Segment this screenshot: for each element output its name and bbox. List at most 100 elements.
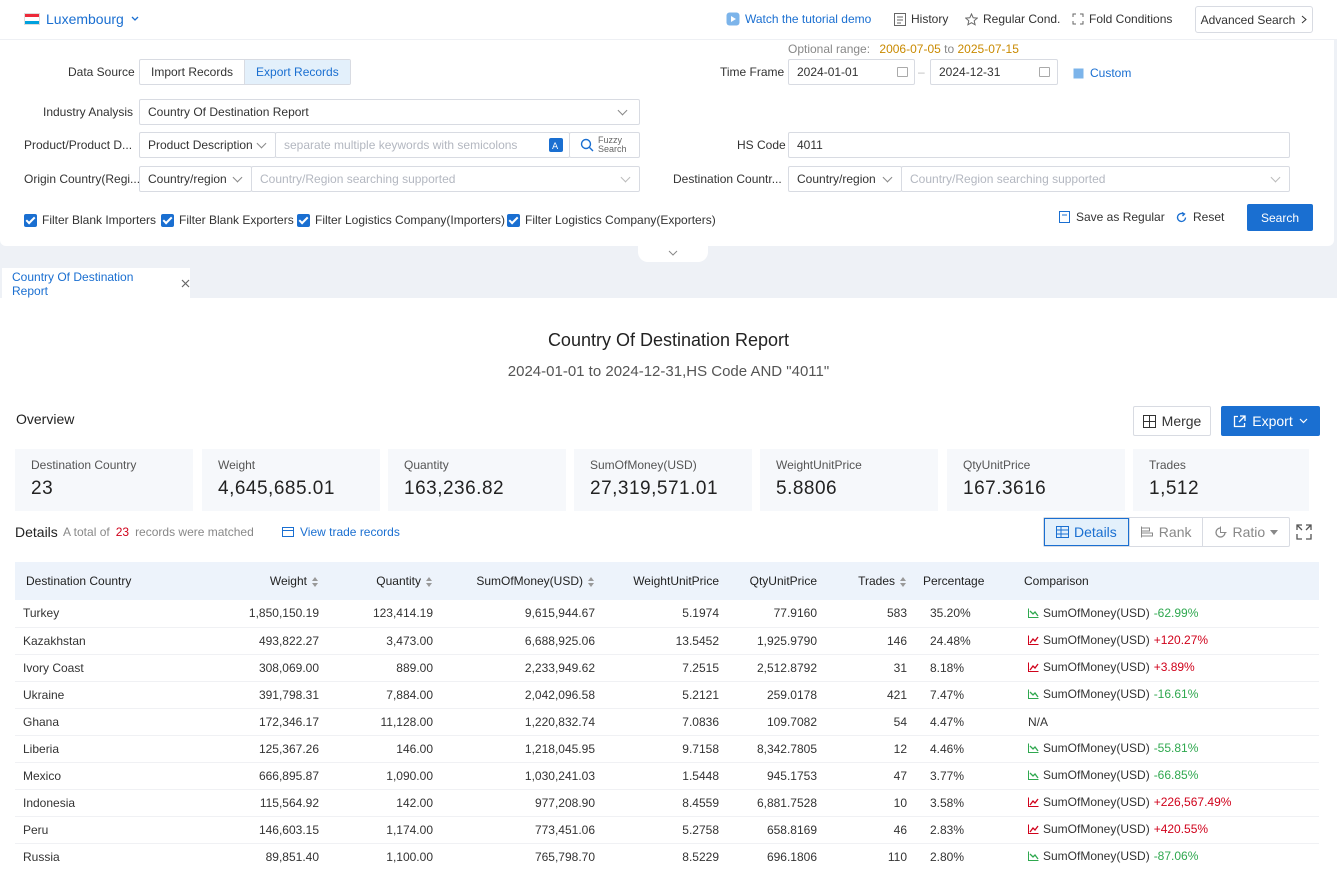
destination-type-select[interactable]: Country/region bbox=[788, 166, 902, 192]
export-records-button[interactable]: Export Records bbox=[244, 60, 350, 84]
origin-country-input[interactable]: Country/Region searching supported bbox=[251, 166, 640, 192]
stat-weight-unit-price: WeightUnitPrice 5.8806 bbox=[760, 449, 938, 511]
cell-weight-unit-price: 5.1974 bbox=[682, 606, 719, 621]
origin-type-select[interactable]: Country/region bbox=[139, 166, 252, 192]
translate-icon[interactable]: A bbox=[549, 138, 563, 152]
table-row[interactable]: Ukraine 391,798.31 7,884.00 2,042,096.58 5.2… bbox=[15, 681, 1319, 708]
destination-country-input[interactable]: Country/Region searching supported bbox=[901, 166, 1290, 192]
cell-weight-unit-price: 8.5229 bbox=[682, 849, 719, 864]
stat-destination-country: Destination Country 23 bbox=[15, 449, 193, 511]
close-icon[interactable] bbox=[181, 279, 190, 288]
product-type-select[interactable]: Product Description bbox=[139, 132, 276, 158]
stat-value: 1,512 bbox=[1149, 478, 1200, 499]
stat-value: 163,236.82 bbox=[404, 478, 505, 499]
cell-sum: 773,451.06 bbox=[534, 822, 595, 837]
merge-button[interactable]: Merge bbox=[1133, 406, 1211, 436]
top-bar: Luxembourg Watch the tutorial demo Histo… bbox=[0, 0, 1337, 40]
country-selector[interactable]: Luxembourg bbox=[24, 11, 140, 27]
col-quantity[interactable]: Quantity bbox=[327, 562, 441, 600]
collapse-panel-toggle[interactable] bbox=[638, 246, 708, 262]
chevron-down-icon bbox=[1299, 418, 1308, 424]
tab-label: Country Of Destination Report bbox=[12, 269, 134, 298]
destination-placeholder: Country/Region searching supported bbox=[910, 172, 1106, 186]
total-count: 23 bbox=[115, 525, 130, 539]
checkbox-checked-icon bbox=[161, 213, 174, 227]
table-row[interactable]: Indonesia 115,564.92 142.00 977,208.90 8.455… bbox=[15, 789, 1319, 816]
cell-trades: 421 bbox=[886, 687, 907, 702]
expand-icon[interactable] bbox=[1296, 524, 1312, 540]
industry-select[interactable]: Country Of Destination Report bbox=[139, 99, 640, 125]
table-row[interactable]: Turkey 1,850,150.19 123,414.19 9,615,944.67… bbox=[15, 600, 1319, 627]
table-row[interactable]: Russia 89,851.40 1,100.00 765,798.70 8.5229 6… bbox=[15, 843, 1319, 869]
date-from-input[interactable]: 2024-01-01 bbox=[788, 59, 915, 85]
col-weight[interactable]: Weight bbox=[195, 562, 327, 600]
col-sum-of-money[interactable]: SumOfMoney(USD) bbox=[441, 562, 603, 600]
cell-weight-unit-price: 13.5452 bbox=[675, 633, 719, 648]
export-button[interactable]: Export bbox=[1221, 406, 1320, 436]
cell-comparison: SumOfMoney(USD) -55.81% bbox=[1016, 735, 1319, 762]
cell-country: Turkey bbox=[23, 606, 60, 621]
fold-conditions-label: Fold Conditions bbox=[1089, 12, 1173, 26]
filter-blank-importers-checkbox[interactable]: Filter Blank Importers bbox=[24, 213, 156, 227]
table-row[interactable]: Liberia 125,367.26 146.00 1,218,045.95 9.715… bbox=[15, 735, 1319, 762]
cell-country: Ghana bbox=[23, 714, 60, 729]
filter-logistics-exporters-checkbox[interactable]: Filter Logistics Company(Exporters) bbox=[507, 213, 716, 227]
filter-blank-exporters-checkbox[interactable]: Filter Blank Exporters bbox=[161, 213, 294, 227]
stat-value: 5.8806 bbox=[776, 478, 838, 499]
details-view-button[interactable]: Details bbox=[1044, 518, 1129, 546]
rank-view-button[interactable]: Rank bbox=[1128, 518, 1203, 546]
col-trades[interactable]: Trades bbox=[825, 562, 915, 600]
table-row[interactable]: Mexico 666,895.87 1,090.00 1,030,241.03 1.54… bbox=[15, 762, 1319, 789]
cell-comparison: SumOfMoney(USD) -62.99% bbox=[1016, 600, 1319, 627]
tutorial-link[interactable]: Watch the tutorial demo bbox=[726, 12, 871, 26]
custom-link[interactable]: Custom bbox=[1073, 66, 1131, 80]
product-keywords-input[interactable]: separate multiple keywords with semicolo… bbox=[275, 132, 570, 158]
regular-cond-link[interactable]: Regular Cond. bbox=[965, 12, 1060, 26]
fuzzy-search-button[interactable]: Fuzzy Search bbox=[569, 132, 640, 158]
table-row[interactable]: Peru 146,603.15 1,174.00 773,451.06 5.2758 65… bbox=[15, 816, 1319, 843]
rank-icon bbox=[1140, 526, 1153, 538]
cell-weight: 172,346.17 bbox=[258, 714, 319, 729]
cell-percentage: 3.58% bbox=[930, 795, 965, 810]
reset-button[interactable]: Reset bbox=[1176, 210, 1224, 224]
industry-value: Country Of Destination Report bbox=[148, 105, 309, 119]
date-to-input[interactable]: 2024-12-31 bbox=[930, 59, 1058, 85]
advanced-search-button[interactable]: Advanced Search bbox=[1195, 6, 1313, 33]
industry-analysis-label: Industry Analysis bbox=[43, 105, 134, 119]
header-label: Percentage bbox=[923, 574, 985, 588]
comparison-label: N/A bbox=[1028, 714, 1049, 729]
save-as-regular-button[interactable]: Save as Regular bbox=[1059, 210, 1165, 224]
hs-code-input[interactable]: 4011 bbox=[788, 132, 1290, 158]
sort-icon[interactable] bbox=[588, 576, 595, 587]
fold-conditions-link[interactable]: Fold Conditions bbox=[1072, 12, 1172, 26]
sort-icon[interactable] bbox=[312, 576, 319, 587]
table-body: Turkey 1,850,150.19 123,414.19 9,615,944.67… bbox=[15, 600, 1319, 869]
cell-percentage: 35.20% bbox=[930, 606, 971, 621]
star-icon bbox=[965, 12, 978, 26]
search-button[interactable]: Search bbox=[1247, 204, 1313, 231]
sort-icon[interactable] bbox=[900, 576, 907, 587]
history-link[interactable]: History bbox=[894, 12, 948, 26]
cell-country: Liberia bbox=[23, 741, 60, 756]
col-weight-unit-price: WeightUnitPrice bbox=[603, 562, 727, 600]
regular-cond-label: Regular Cond. bbox=[983, 12, 1061, 26]
table-row[interactable]: Ghana 172,346.17 11,128.00 1,220,832.74 7.08… bbox=[15, 708, 1319, 735]
cell-trades: 31 bbox=[893, 660, 907, 675]
fuzzy-label-1: Fuzzy bbox=[598, 135, 623, 145]
filter-logistics-importers-checkbox[interactable]: Filter Logistics Company(Importers) bbox=[297, 213, 505, 227]
cell-weight: 89,851.40 bbox=[265, 849, 319, 864]
sort-icon[interactable] bbox=[426, 576, 433, 587]
cell-quantity: 3,473.00 bbox=[386, 633, 433, 648]
col-destination-country[interactable]: Destination Country bbox=[15, 562, 195, 600]
tab-country-of-destination[interactable]: Country Of Destination Report bbox=[2, 268, 190, 299]
cell-comparison: SumOfMoney(USD) -87.06% bbox=[1016, 843, 1319, 869]
view-trade-records-link[interactable]: View trade records bbox=[282, 525, 400, 539]
cell-quantity: 11,128.00 bbox=[380, 714, 434, 729]
table-row[interactable]: Ivory Coast 308,069.00 889.00 2,233,949.62 7… bbox=[15, 654, 1319, 681]
ratio-view-button[interactable]: Ratio bbox=[1202, 518, 1289, 546]
cell-weight-unit-price: 7.0836 bbox=[682, 714, 719, 729]
table-row[interactable]: Kazakhstan 493,822.27 3,473.00 6,688,925.06… bbox=[15, 627, 1319, 654]
stat-label: Trades bbox=[1149, 458, 1186, 472]
import-records-button[interactable]: Import Records bbox=[151, 65, 234, 79]
report-tabs: Country Of Destination Report bbox=[0, 268, 1337, 299]
